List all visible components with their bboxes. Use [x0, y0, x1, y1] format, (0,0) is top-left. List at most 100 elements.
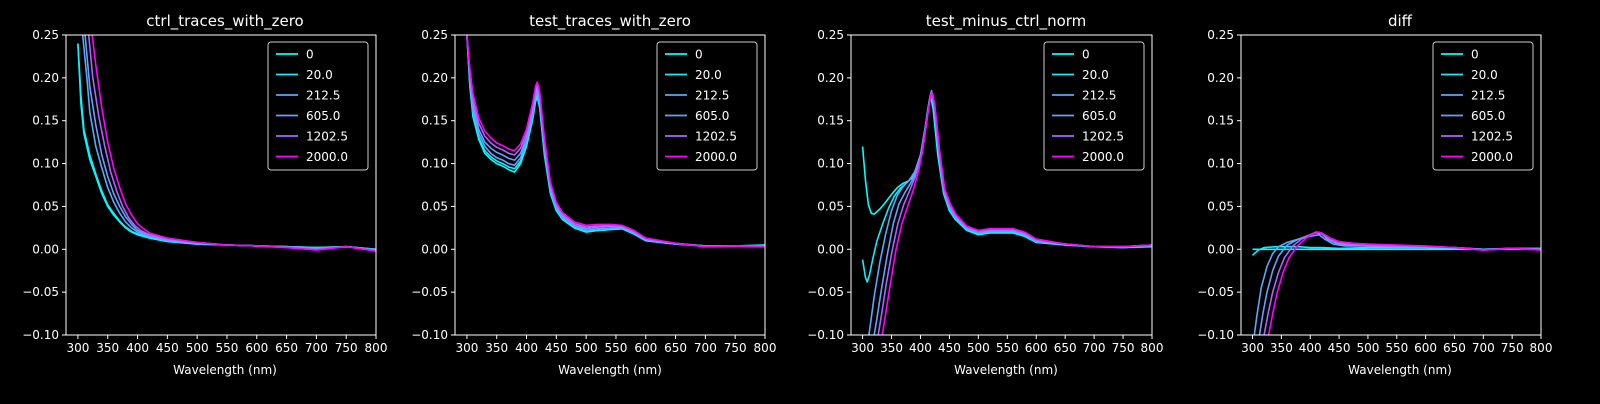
- series-line-2000.0: [466, 35, 765, 248]
- y-tick-label: 0.00: [817, 242, 844, 256]
- y-tick-label: 0.05: [817, 199, 844, 213]
- y-tick-label: −0.10: [1197, 328, 1234, 342]
- x-tick-label: 650: [664, 341, 687, 355]
- x-tick-label: 550: [996, 341, 1019, 355]
- panel-title: ctrl_traces_with_zero: [146, 12, 303, 31]
- axes-frame: [65, 34, 377, 336]
- y-tick-label: 0.10: [817, 157, 844, 171]
- y-tick-label: 0.00: [32, 242, 59, 256]
- legend-label: 212.5: [1471, 89, 1505, 103]
- legend: 0 20.0 212.5 605.0 1202.5 2000.0: [267, 41, 369, 171]
- x-tick-label: 300: [66, 341, 89, 355]
- y-tick-label: 0.25: [1207, 28, 1234, 42]
- legend-label: 20.0: [1082, 68, 1109, 82]
- panel-test-traces: test_traces_with_zero Wavelength (nm) 30…: [411, 12, 776, 377]
- x-tick-label: 700: [1472, 341, 1495, 355]
- legend-label: 605.0: [306, 109, 340, 123]
- legend: 0 20.0 212.5 605.0 1202.5 2000.0: [1043, 41, 1145, 171]
- legend: 0 20.0 212.5 605.0 1202.5 2000.0: [656, 41, 758, 171]
- legend-label: 2000.0: [1471, 150, 1513, 164]
- y-tick-label: 0.20: [32, 71, 59, 85]
- x-tick-label: 750: [335, 341, 358, 355]
- legend-label: 212.5: [695, 89, 729, 103]
- legend-label: 20.0: [306, 68, 333, 82]
- x-tick-label: 650: [275, 341, 298, 355]
- x-axis-label: Wavelength (nm): [173, 363, 277, 377]
- y-tick-label: 0.15: [1207, 114, 1234, 128]
- y-tick-label: 0.15: [817, 114, 844, 128]
- y-tick-label: 0.00: [1207, 242, 1234, 256]
- x-tick-label: 400: [1299, 341, 1322, 355]
- y-tick-label: 0.20: [1207, 71, 1234, 85]
- axes-frame: [850, 34, 1153, 336]
- axes-frame: [454, 34, 766, 336]
- y-tick-label: −0.05: [807, 285, 844, 299]
- x-tick-label: 600: [1025, 341, 1048, 355]
- x-tick-label: 700: [1083, 341, 1106, 355]
- x-tick-label: 350: [485, 341, 508, 355]
- x-tick-label: 350: [1270, 341, 1293, 355]
- x-tick-label: 500: [186, 341, 209, 355]
- y-tick-label: 0.10: [421, 157, 448, 171]
- y-tick-label: −0.05: [22, 285, 59, 299]
- x-tick-label: 400: [909, 341, 932, 355]
- legend: 0 20.0 212.5 605.0 1202.5 2000.0: [1432, 41, 1534, 171]
- legend-label: 2000.0: [306, 150, 348, 164]
- x-tick-label: 750: [1501, 341, 1524, 355]
- legend-label: 0: [306, 48, 314, 62]
- x-tick-label: 650: [1054, 341, 1077, 355]
- x-tick-label: 450: [545, 341, 568, 355]
- legend-label: 1202.5: [695, 130, 737, 144]
- legend-label: 1202.5: [1471, 130, 1513, 144]
- x-tick-label: 400: [515, 341, 538, 355]
- series-line-2000.0: [1267, 231, 1541, 335]
- x-tick-label: 800: [754, 341, 777, 355]
- x-tick-label: 600: [1414, 341, 1437, 355]
- legend-label: 212.5: [1082, 89, 1116, 103]
- x-tick-label: 300: [455, 341, 478, 355]
- x-axis-label: Wavelength (nm): [954, 363, 1058, 377]
- legend-label: 605.0: [1082, 109, 1116, 123]
- legend-label: 2000.0: [1082, 150, 1124, 164]
- x-tick-label: 550: [605, 341, 628, 355]
- y-tick-label: −0.05: [411, 285, 448, 299]
- x-tick-label: 600: [634, 341, 657, 355]
- y-tick-label: 0.05: [1207, 199, 1234, 213]
- x-tick-label: 300: [1241, 341, 1264, 355]
- y-tick-label: 0.25: [32, 28, 59, 42]
- plot-area: [1251, 231, 1541, 335]
- x-tick-label: 750: [724, 341, 747, 355]
- legend-label: 0: [1082, 48, 1090, 62]
- axes-frame: [1240, 34, 1542, 336]
- x-tick-label: 450: [1328, 341, 1351, 355]
- y-tick-label: 0.20: [421, 71, 448, 85]
- panel-title: diff: [1388, 12, 1413, 30]
- x-tick-label: 600: [245, 341, 268, 355]
- y-tick-label: 0.15: [421, 114, 448, 128]
- x-tick-label: 800: [1141, 341, 1164, 355]
- x-tick-label: 500: [967, 341, 990, 355]
- y-tick-label: −0.10: [411, 328, 448, 342]
- x-tick-label: 550: [216, 341, 239, 355]
- legend-label: 0: [1471, 48, 1479, 62]
- series-line-2000.0: [881, 92, 1152, 335]
- legend-label: 605.0: [695, 109, 729, 123]
- x-tick-label: 350: [880, 341, 903, 355]
- series-line-605.0: [84, 35, 376, 251]
- x-tick-label: 650: [1443, 341, 1466, 355]
- y-tick-label: 0.10: [32, 157, 59, 171]
- y-tick-label: 0.25: [421, 28, 448, 42]
- y-tick-label: −0.10: [807, 328, 844, 342]
- legend-label: 605.0: [1471, 109, 1505, 123]
- legend-label: 212.5: [306, 89, 340, 103]
- panel-title: test_minus_ctrl_norm: [926, 12, 1087, 31]
- x-tick-label: 500: [1356, 341, 1379, 355]
- x-tick-label: 750: [1112, 341, 1135, 355]
- x-tick-label: 300: [851, 341, 874, 355]
- legend-label: 2000.0: [695, 150, 737, 164]
- y-tick-label: −0.10: [22, 328, 59, 342]
- y-tick-label: 0.05: [32, 199, 59, 213]
- x-tick-label: 500: [575, 341, 598, 355]
